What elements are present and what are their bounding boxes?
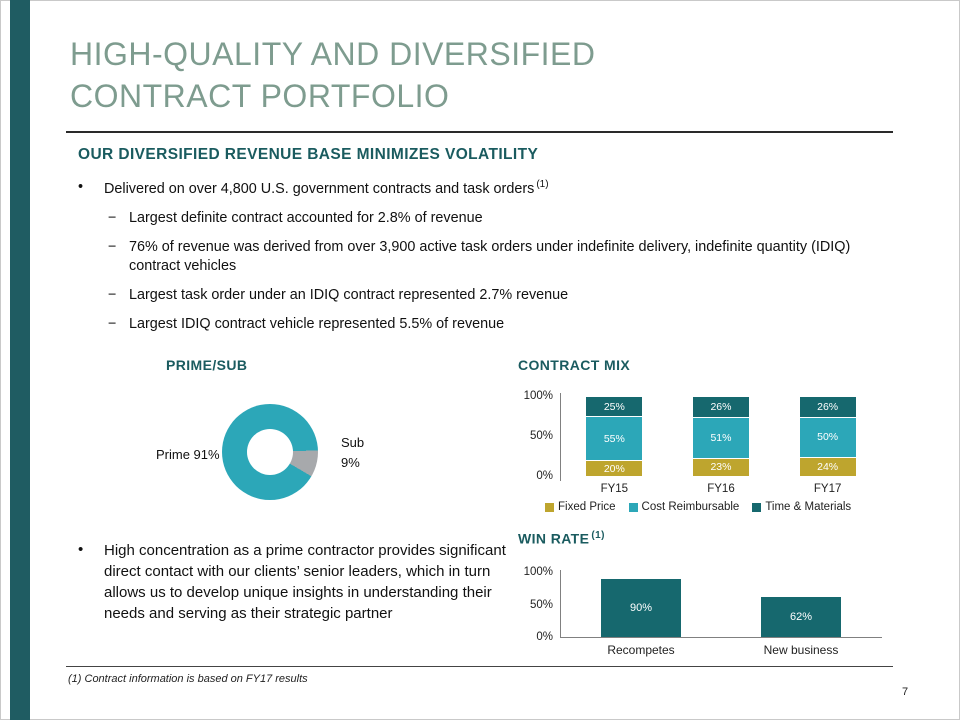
win-rate-plot: 90% 62%	[561, 572, 881, 637]
win-rate-baseline	[560, 637, 882, 638]
dash-marker: −	[108, 209, 117, 226]
dash-marker: −	[108, 316, 117, 333]
prime-label: Prime 91%	[156, 447, 220, 462]
sub-bullet-item: − Largest task order under an IDIQ contr…	[108, 286, 896, 306]
title-line-2: CONTRACT PORTFOLIO	[70, 78, 450, 114]
contract-mix-axis-line	[560, 393, 561, 481]
x-tick-label: New business	[763, 643, 839, 657]
footer-divider	[66, 666, 893, 667]
bar-segment: 23%	[692, 457, 749, 476]
bullet-marker: •	[78, 541, 84, 558]
win-rate-heading: WIN RATE (1)	[518, 530, 605, 547]
sub-bullet-item: − Largest IDIQ contract vehicle represen…	[108, 315, 896, 335]
win-rate-yaxis: 100% 50% 0%	[507, 566, 553, 643]
contract-mix-legend: Fixed Price Cost Reimbursable Time & Mater…	[545, 501, 851, 513]
bar-segment: 26%	[799, 396, 856, 417]
sub-bullet-text: Largest task order under an IDIQ contrac…	[129, 287, 569, 304]
legend-item: Fixed Price	[545, 501, 616, 513]
bar-segment: 55%	[586, 416, 643, 460]
bullet-list: • Delivered on over 4,800 U.S. governmen…	[78, 178, 896, 344]
bar-segment: 24%	[799, 456, 856, 476]
donut-hole	[247, 429, 293, 475]
sub-label: Sub 9%	[341, 435, 365, 470]
y-tick: 0%	[536, 631, 553, 643]
bullet-text: Delivered on over 4,800 U.S. government …	[104, 178, 549, 200]
sub-bullet-item: − Largest definite contract accounted fo…	[108, 209, 896, 229]
sub-bullet-text: 76% of revenue was derived from over 3,9…	[129, 238, 851, 275]
bullet-row: • High concentration as a prime contract…	[78, 540, 528, 624]
page-number: 7	[902, 686, 909, 698]
sub-bullet-item: − 76% of revenue was derived from over 3…	[108, 238, 896, 278]
y-tick: 50%	[529, 430, 553, 442]
x-tick-label: FY15	[600, 483, 629, 495]
legend-label: Time & Materials	[765, 501, 852, 513]
bar-segment: 50%	[799, 416, 856, 457]
bullet-text: High concentration as a prime contractor…	[104, 542, 506, 622]
prime-sub-heading: PRIME/SUB	[166, 357, 248, 373]
footnote: (1) Contract information is based on FY1…	[68, 673, 308, 685]
legend-item: Cost Reimbursable	[628, 501, 740, 513]
contract-mix-plot: 25% 55% 20% 26% 51% 23% 26% 50% 24%	[561, 396, 881, 476]
title-divider	[66, 131, 893, 133]
contract-mix-bar-fy15: 25% 55% 20%	[586, 396, 643, 476]
section-heading: OUR DIVERSIFIED REVENUE BASE MINIMIZES V…	[78, 146, 539, 163]
contract-mix-heading: CONTRACT MIX	[518, 357, 631, 373]
bullet-text-main: Delivered on over 4,800 U.S. government …	[104, 180, 535, 197]
sub-bullet-text: Largest definite contract accounted for …	[129, 209, 483, 226]
dash-marker: −	[108, 287, 117, 304]
bullet-item: • Delivered on over 4,800 U.S. governmen…	[78, 178, 896, 200]
x-tick-label: FY16	[707, 483, 735, 495]
footnote-ref: (1)	[591, 530, 605, 541]
legend-swatch	[628, 502, 638, 512]
contract-mix-yaxis: 100% 50% 0%	[507, 390, 553, 482]
x-tick-label: FY17	[813, 483, 842, 495]
footnote-ref: (1)	[536, 179, 549, 190]
win-rate-axis-line	[560, 570, 561, 638]
y-tick: 50%	[529, 598, 553, 611]
sub-bullet-text: Largest IDIQ contract vehicle represente…	[129, 316, 505, 333]
left-accent-bar	[10, 0, 30, 720]
win-rate-bar-new-business: 62%	[761, 596, 841, 637]
contract-mix-bar-fy16: 26% 51% 23%	[692, 396, 749, 476]
bar-segment: 51%	[692, 416, 749, 458]
legend-swatch	[752, 502, 762, 512]
win-rate-title: WIN RATE	[518, 530, 590, 547]
title-line-1: HIGH-QUALITY AND DIVERSIFIED	[70, 36, 596, 72]
contract-mix-bar-fy17: 26% 50% 24%	[799, 396, 856, 476]
legend-swatch	[545, 502, 554, 512]
prime-sub-donut	[222, 404, 318, 500]
slide-title: HIGH-QUALITY AND DIVERSIFIED CONTRACT PO…	[70, 33, 596, 117]
legend-item: Time & Materials	[752, 501, 851, 513]
y-tick: 100%	[523, 390, 553, 402]
y-tick: 100%	[523, 566, 553, 578]
dash-marker: −	[108, 238, 117, 255]
x-tick-label: Recompetes	[607, 643, 675, 657]
contract-mix-xlabels: FY15 FY16 FY17	[561, 483, 881, 495]
bullet-item: • High concentration as a prime contract…	[78, 540, 528, 633]
win-rate-bar-recompetes: 90%	[601, 578, 681, 637]
y-tick: 0%	[536, 470, 553, 482]
legend-label: Fixed Price	[558, 501, 616, 513]
bar-segment: 25%	[586, 396, 643, 416]
bullet-marker: •	[78, 179, 84, 195]
bar-segment: 20%	[586, 460, 643, 476]
legend-label: Cost Reimbursable	[641, 501, 740, 513]
win-rate-xlabels: Recompetes New business	[561, 643, 881, 657]
bar-segment: 26%	[692, 396, 749, 417]
